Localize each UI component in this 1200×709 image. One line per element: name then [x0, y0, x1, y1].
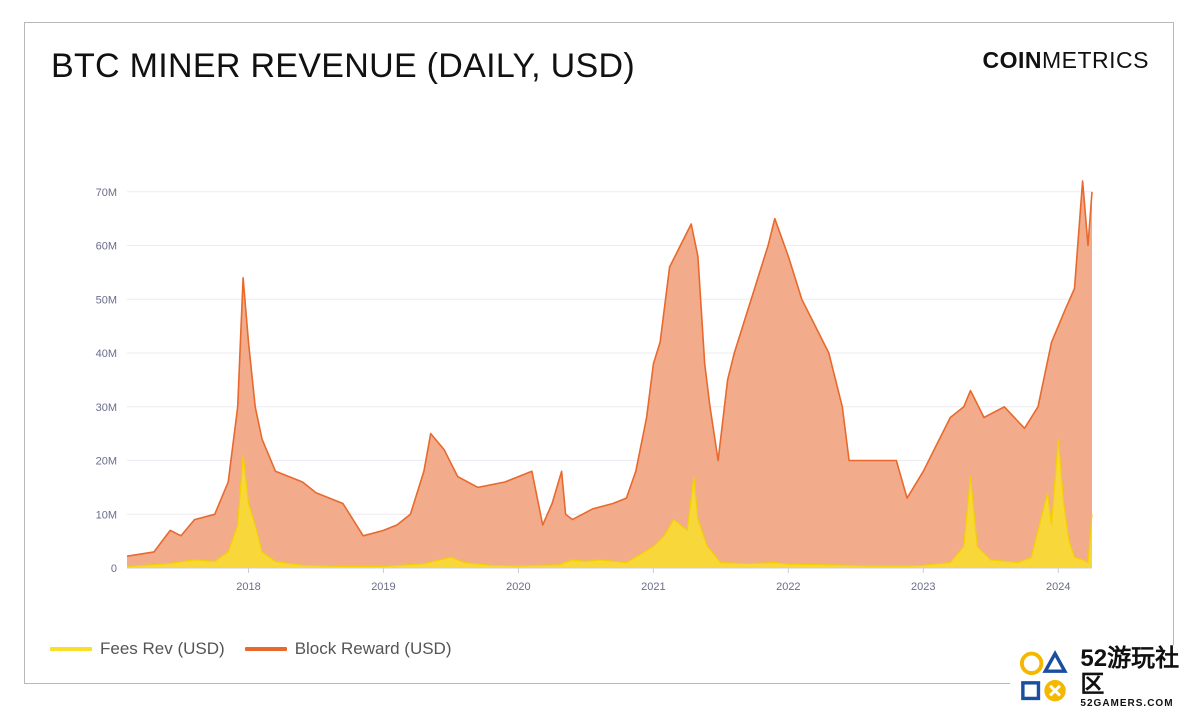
chart-card: BTC MINER REVENUE (DAILY, USD) COINMETRI… [24, 22, 1174, 684]
x-tick-label: 2023 [911, 581, 935, 593]
x-axis-ticks: 2018 2019 2020 2021 2022 2023 2024 [127, 567, 1092, 593]
coinmetrics-logo: COINMETRICS [983, 47, 1150, 74]
legend-item-fees[interactable]: Fees Rev (USD) [50, 639, 225, 659]
y-tick-label: 60M [96, 241, 117, 253]
legend-label-fees: Fees Rev (USD) [100, 639, 225, 658]
legend: Fees Rev (USD) Block Reward (USD) [50, 639, 472, 659]
y-tick-label: 30M [96, 402, 117, 414]
legend-swatch-fees [50, 647, 92, 651]
y-tick-label: 10M [96, 509, 117, 521]
y-tick-label: 50M [96, 294, 117, 306]
chart-title: BTC MINER REVENUE (DAILY, USD) [51, 47, 635, 85]
x-tick-label: 2022 [776, 581, 800, 593]
x-tick-label: 2020 [506, 581, 530, 593]
legend-item-block-reward[interactable]: Block Reward (USD) [244, 639, 452, 659]
logo-word-metrics: METRICS [1042, 47, 1149, 73]
y-axis-ticks: 0 10M 20M 30M 40M 50M 60M 70M [96, 187, 117, 575]
watermark-sub-text: 52GAMERS.COM [1080, 697, 1174, 709]
series-areas [126, 180, 1093, 568]
watermark-main-text: 52游玩社区 [1080, 644, 1180, 698]
y-tick-label: 0 [111, 563, 117, 575]
site-watermark: 52游玩社区 52GAMERS.COM [1010, 645, 1200, 709]
x-tick-label: 2019 [371, 581, 395, 593]
x-tick-label: 2024 [1046, 581, 1070, 593]
fees-line [126, 438, 1093, 567]
block-reward-area [127, 181, 1092, 568]
gamepad-symbols-icon [1019, 650, 1068, 702]
block-reward-line [126, 180, 1093, 557]
y-tick-label: 20M [96, 456, 117, 468]
x-tick-label: 2021 [641, 581, 665, 593]
logo-word-coin: COIN [982, 47, 1042, 73]
legend-swatch-block-reward [244, 647, 287, 651]
x-tick-label: 2018 [236, 581, 260, 593]
y-tick-label: 40M [96, 348, 117, 360]
y-tick-label: 70M [96, 187, 117, 199]
legend-label-block-reward: Block Reward (USD) [294, 639, 452, 658]
